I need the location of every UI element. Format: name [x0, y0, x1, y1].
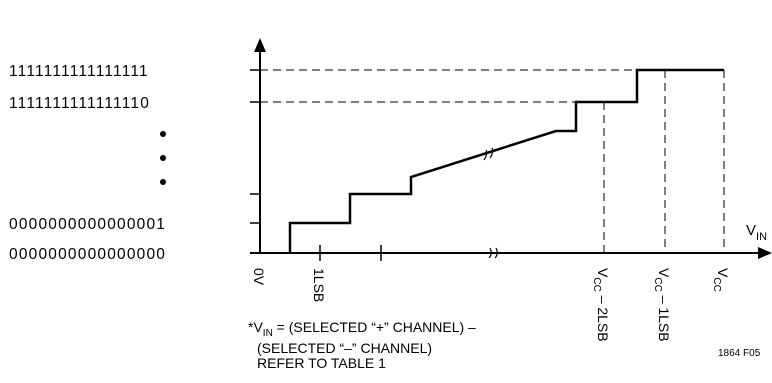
- x-axis-break-mark: [488, 247, 498, 259]
- x-label-vcc: VCC: [711, 268, 731, 292]
- curve-break-mark: [483, 147, 494, 161]
- code-label-second: 1111111111111110: [9, 95, 150, 112]
- footnote-line-1: *VIN = (SELECTED “+” CHANNEL) –: [248, 319, 476, 339]
- code-label-top: 1111111111111111: [9, 63, 149, 80]
- footnote-line-2: (SELECTED “–” CHANNEL): [257, 339, 433, 356]
- y-axis-arrowhead: [254, 38, 266, 52]
- footnote: *VIN = (SELECTED “+” CHANNEL) – (SELECTE…: [248, 320, 476, 371]
- ellipsis-dot-1: [160, 131, 166, 137]
- x-label-vcc-minus-2lsb: VCC – 2LSB: [591, 268, 611, 342]
- ellipsis-dot-2: [160, 155, 166, 161]
- figure-id: 1864 F05: [718, 348, 761, 359]
- x-axis-label: VIN: [746, 222, 767, 243]
- x-label-vcc-minus-1lsb: VCC – 1LSB: [652, 268, 672, 342]
- code-label-one: 0000000000000001: [9, 216, 166, 233]
- x-axis-arrowhead: [758, 247, 772, 259]
- transfer-staircase: [288, 68, 724, 253]
- ellipsis-dot-3: [160, 179, 166, 185]
- x-label-lsb: 1LSB: [311, 268, 327, 302]
- x-label-origin: 0V: [251, 268, 267, 286]
- footnote-line-3: REFER TO TABLE 1: [257, 354, 386, 371]
- code-label-zero: 0000000000000000: [9, 246, 166, 263]
